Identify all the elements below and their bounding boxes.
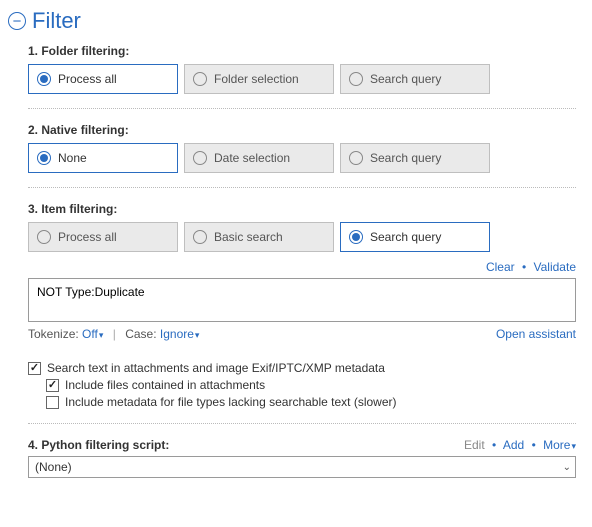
item-filtering-section: 3. Item filtering: Process all Basic sea… (28, 202, 576, 409)
divider (28, 108, 576, 109)
tokenize-label: Tokenize: (28, 327, 79, 341)
native-opt-date-selection[interactable]: Date selection (184, 143, 334, 173)
cb-search-text[interactable] (28, 362, 41, 375)
native-filtering-title: 2. Native filtering: (28, 123, 576, 137)
divider (28, 187, 576, 188)
chevron-down-icon: ▾ (99, 330, 104, 340)
native-opt-search-query[interactable]: Search query (340, 143, 490, 173)
radio-label: Folder selection (214, 72, 299, 86)
script-header-row: 4. Python filtering script: Edit • Add •… (28, 438, 576, 452)
item-filtering-title: 3. Item filtering: (28, 202, 576, 216)
radio-icon (37, 72, 51, 86)
chevron-down-icon: ▾ (571, 441, 576, 451)
radio-label: None (58, 151, 87, 165)
native-opt-none[interactable]: None (28, 143, 178, 173)
radio-icon (193, 72, 207, 86)
cb-search-text-label: Search text in attachments and image Exi… (47, 361, 385, 375)
item-opt-process-all[interactable]: Process all (28, 222, 178, 252)
case-label: Case: (125, 327, 156, 341)
add-link[interactable]: Add (503, 438, 524, 452)
cb-include-files-label: Include files contained in attachments (65, 378, 265, 392)
python-script-section: 4. Python filtering script: Edit • Add •… (28, 438, 576, 478)
folder-filtering-options: Process all Folder selection Search quer… (28, 64, 576, 94)
radio-label: Search query (370, 151, 441, 165)
folder-opt-process-all[interactable]: Process all (28, 64, 178, 94)
filter-title: Filter (32, 8, 81, 34)
cb-include-meta-label: Include metadata for file types lacking … (65, 395, 397, 409)
validate-link[interactable]: Validate (534, 260, 576, 274)
item-opt-basic-search[interactable]: Basic search (184, 222, 334, 252)
script-select[interactable]: (None) ⌄ (28, 456, 576, 478)
more-dropdown[interactable]: More▾ (543, 438, 576, 452)
tokenize-dropdown[interactable]: Off▾ (82, 327, 103, 341)
radio-label: Basic search (214, 230, 283, 244)
separator-dot: • (492, 438, 496, 452)
clear-link[interactable]: Clear (486, 260, 515, 274)
radio-icon (193, 230, 207, 244)
chevron-down-icon: ⌄ (563, 462, 571, 473)
case-dropdown[interactable]: Ignore▾ (160, 327, 200, 341)
native-filtering-section: 2. Native filtering: None Date selection… (28, 123, 576, 173)
item-filtering-options: Process all Basic search Search query (28, 222, 576, 252)
open-assistant-link[interactable]: Open assistant (496, 327, 576, 341)
cb-search-text-row: Search text in attachments and image Exi… (28, 361, 576, 375)
script-select-value: (None) (35, 460, 72, 474)
chevron-down-icon: ▾ (195, 330, 200, 340)
separator: | (113, 327, 116, 341)
cb-include-files[interactable] (46, 379, 59, 392)
native-filtering-options: None Date selection Search query (28, 143, 576, 173)
radio-icon (349, 151, 363, 165)
checkbox-block: Search text in attachments and image Exi… (28, 361, 576, 409)
python-script-title: 4. Python filtering script: (28, 438, 169, 452)
radio-icon (193, 151, 207, 165)
cb-include-meta[interactable] (46, 396, 59, 409)
folder-opt-folder-selection[interactable]: Folder selection (184, 64, 334, 94)
item-opt-search-query[interactable]: Search query (340, 222, 490, 252)
radio-icon (37, 151, 51, 165)
collapse-icon[interactable]: − (8, 12, 26, 30)
separator-dot: • (532, 438, 536, 452)
folder-filtering-title: 1. Folder filtering: (28, 44, 576, 58)
radio-label: Search query (370, 72, 441, 86)
radio-label: Process all (58, 72, 117, 86)
cb-include-meta-row: Include metadata for file types lacking … (46, 395, 576, 409)
separator-dot: • (522, 260, 526, 274)
folder-filtering-section: 1. Folder filtering: Process all Folder … (28, 44, 576, 94)
radio-label: Date selection (214, 151, 290, 165)
divider (28, 423, 576, 424)
cb-include-files-row: Include files contained in attachments (46, 378, 576, 392)
query-options-row: Tokenize: Off▾ | Case: Ignore▾ Open assi… (28, 327, 576, 341)
radio-label: Process all (58, 230, 117, 244)
folder-opt-search-query[interactable]: Search query (340, 64, 490, 94)
radio-icon (349, 72, 363, 86)
radio-label: Search query (370, 230, 441, 244)
query-action-links: Clear • Validate (28, 260, 576, 274)
script-links: Edit • Add • More▾ (464, 438, 576, 452)
radio-icon (349, 230, 363, 244)
edit-link: Edit (464, 438, 485, 452)
radio-icon (37, 230, 51, 244)
filter-header: − Filter (8, 8, 576, 34)
search-query-input[interactable] (28, 278, 576, 322)
